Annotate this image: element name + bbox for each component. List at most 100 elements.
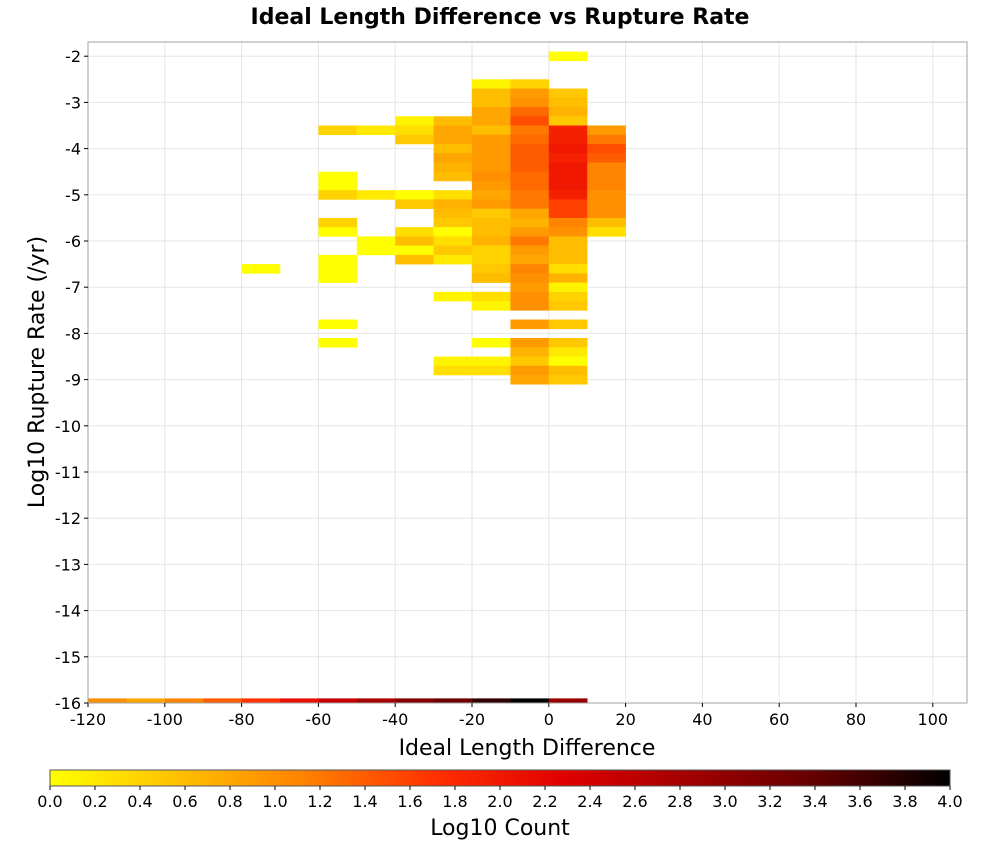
heatmap-cell <box>433 208 473 219</box>
heatmap-cell <box>587 153 626 163</box>
x-tick-label: -60 <box>305 710 331 729</box>
heatmap-cell <box>548 356 588 367</box>
heatmap-cell <box>472 254 511 265</box>
heatmap-cell <box>433 143 473 154</box>
heatmap-cell <box>510 254 550 265</box>
heatmap-cell <box>587 217 626 228</box>
heatmap-cell <box>510 282 550 293</box>
heatmap-cell <box>510 338 550 348</box>
heatmap-cell <box>548 125 588 136</box>
heatmap-cell <box>318 227 358 237</box>
heatmap-cell <box>548 88 588 99</box>
colorbar-tick-label: 4.0 <box>937 792 962 811</box>
x-tick-label: -100 <box>147 710 183 729</box>
x-tick-label: -80 <box>229 710 255 729</box>
heatmap-cell <box>433 245 473 256</box>
heatmap-cell <box>587 180 626 191</box>
heatmap-cell <box>587 227 626 237</box>
heatmap-cell <box>548 338 588 348</box>
heatmap-cell <box>472 79 511 89</box>
heatmap-cell <box>510 107 550 117</box>
heatmap-cell <box>395 236 434 246</box>
heatmap-cell <box>548 245 588 256</box>
heatmap-cell <box>472 171 511 182</box>
heatmap-cell <box>510 199 550 209</box>
heatmap-cell <box>510 171 550 182</box>
heatmap-cell <box>318 180 358 191</box>
heatmap-cell <box>548 162 588 172</box>
y-axis-label: Log10 Rupture Rate (/yr) <box>25 236 50 508</box>
heatmap-cell <box>587 134 626 145</box>
heatmap-cell <box>510 217 550 228</box>
colorbar-tick-label: 2.8 <box>667 792 692 811</box>
heatmap-cell <box>472 208 511 219</box>
x-tick-label: -120 <box>70 710 106 729</box>
heatmap-cell <box>510 374 550 385</box>
y-tick-label: -9 <box>65 371 81 390</box>
heatmap-cell <box>433 365 473 376</box>
heatmap-cell <box>395 254 434 265</box>
heatmap-cell <box>472 125 511 136</box>
heatmap-cell <box>548 116 588 126</box>
heatmap-cell <box>472 338 511 348</box>
heatmap-cell <box>510 116 550 126</box>
heatmap-cell <box>510 190 550 200</box>
heatmap-cells <box>88 51 626 703</box>
heatmap-cell <box>280 698 319 703</box>
colorbar-tick-label: 3.0 <box>712 792 737 811</box>
heatmap-cell <box>510 162 550 172</box>
heatmap-cell <box>510 245 550 256</box>
x-tick-label: -20 <box>459 710 485 729</box>
heatmap-cell <box>433 134 473 145</box>
heatmap-cell <box>356 190 396 200</box>
x-tick-label: 0 <box>544 710 554 729</box>
heatmap-cell <box>510 319 550 330</box>
chart-title: Ideal Length Difference vs Rupture Rate <box>251 5 750 30</box>
heatmap-cell <box>510 227 550 237</box>
y-tick-label: -3 <box>65 93 81 112</box>
colorbar-tick-label: 3.2 <box>757 792 782 811</box>
heatmap-cell <box>510 208 550 219</box>
heatmap-cell <box>356 125 396 136</box>
y-tick-label: -8 <box>65 324 81 343</box>
x-axis-ticks: -120 -100 -80 -60 -40 -20 0 20 40 60 80 100 <box>70 703 948 729</box>
heatmap-cell <box>318 264 358 274</box>
heatmap-cell <box>510 347 550 357</box>
colorbar-tick-label: 0.4 <box>127 792 152 811</box>
heatmap-cell <box>510 153 550 163</box>
heatmap-cell <box>548 199 588 209</box>
heatmap-cell <box>472 153 511 163</box>
heatmap-cell <box>433 356 473 367</box>
heatmap-cell <box>510 180 550 191</box>
heatmap-cell <box>472 698 511 703</box>
heatmap-cell <box>472 143 511 154</box>
heatmap-cell <box>433 217 473 228</box>
heatmap-cell <box>472 356 511 367</box>
heatmap-cell <box>472 97 511 108</box>
heatmap-cell <box>510 134 550 145</box>
heatmap-cell <box>548 273 588 283</box>
heatmap-cell <box>548 236 588 246</box>
heatmap-cell <box>433 153 473 163</box>
heatmap-cell <box>510 291 550 302</box>
heatmap-cell <box>510 698 550 703</box>
heatmap-cell <box>548 319 588 330</box>
heatmap-cell <box>548 107 588 117</box>
heatmap-cell <box>510 88 550 99</box>
heatmap-cell <box>510 264 550 274</box>
heatmap-cell <box>548 374 588 385</box>
heatmap-cell <box>472 116 511 126</box>
x-tick-label: 100 <box>918 710 949 729</box>
plot-frame <box>87 41 968 704</box>
heatmap-cell <box>548 51 588 62</box>
colorbar-tick-label: 2.6 <box>622 792 647 811</box>
y-tick-label: -2 <box>65 47 81 66</box>
heatmap-cell <box>395 134 434 145</box>
heatmap-cell <box>203 698 242 703</box>
heatmap-cell <box>548 208 588 219</box>
x-tick-label: 80 <box>846 710 866 729</box>
heatmap-cell <box>241 698 281 703</box>
heatmap-cell <box>318 190 358 200</box>
heatmap-cell <box>510 356 550 367</box>
heatmap-cell <box>510 365 550 376</box>
